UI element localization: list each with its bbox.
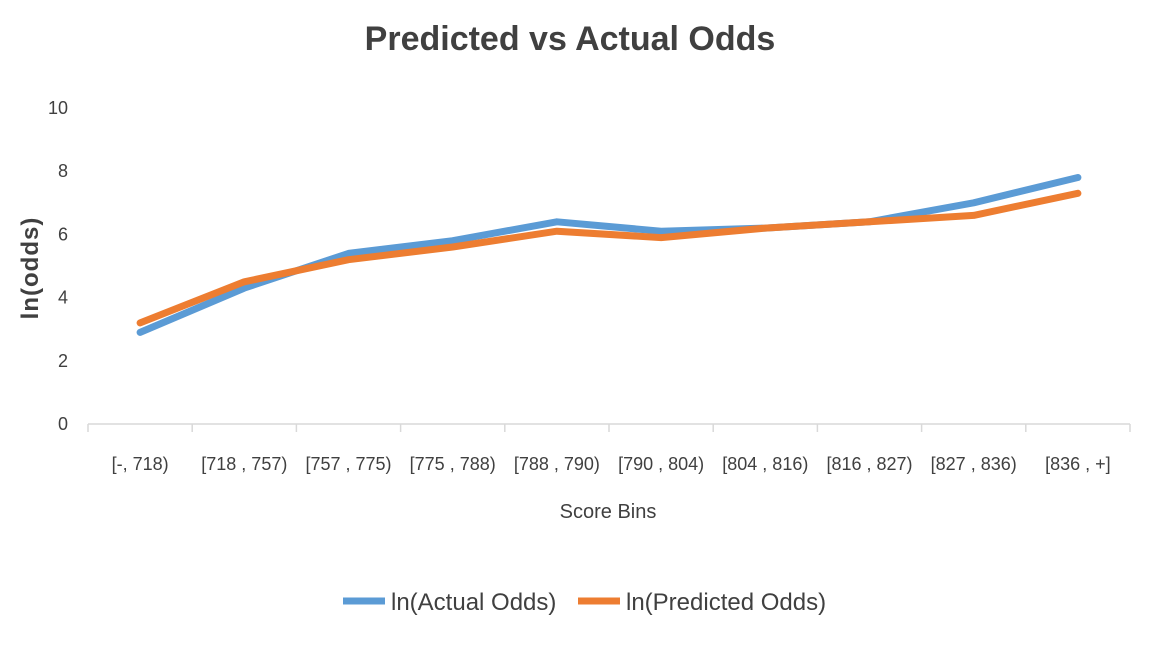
y-tick-label: 6 [58, 224, 68, 244]
y-axis-label: ln(odds) [17, 217, 44, 320]
x-tick-label: [804 , 816) [722, 454, 808, 474]
series-lines [136, 174, 1082, 336]
x-tick-label: [757 , 775) [305, 454, 391, 474]
legend-label-0: ln(Actual Odds) [391, 589, 556, 616]
y-tick-label: 4 [58, 288, 68, 308]
x-axis-tick-marks [87, 424, 1131, 432]
legend: ln(Actual Odds) ln(Predicted Odds) [343, 589, 826, 616]
x-tick-label: [775 , 788) [410, 454, 496, 474]
y-tick-label: 8 [58, 161, 68, 181]
x-tick-label: [816 , 827) [826, 454, 912, 474]
chart-title: Predicted vs Actual Odds [365, 20, 776, 58]
x-tick-label: [-, 718) [112, 454, 169, 474]
legend-label-1: ln(Predicted Odds) [626, 589, 826, 616]
y-tick-label: 0 [58, 414, 68, 434]
y-tick-label: 10 [48, 98, 68, 118]
y-tick-label: 2 [58, 351, 68, 371]
x-axis-label: Score Bins [560, 501, 657, 523]
series-line-0 [136, 174, 1082, 336]
y-axis-ticks: 0 2 4 6 8 10 [48, 98, 68, 434]
x-tick-label: [827 , 836) [931, 454, 1017, 474]
x-tick-label: [790 , 804) [618, 454, 704, 474]
series-line-1 [136, 189, 1082, 327]
x-tick-label: [788 , 790) [514, 454, 600, 474]
x-axis-ticks: [-, 718) [718 , 757) [757 , 775) [775 , 788… [112, 454, 1111, 474]
x-tick-label: [836 , +] [1045, 454, 1111, 474]
x-tick-label: [718 , 757) [201, 454, 287, 474]
